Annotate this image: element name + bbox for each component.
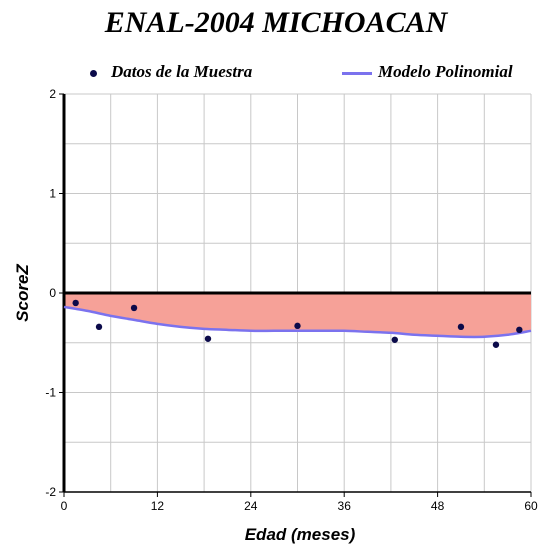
legend: Datos de la Muestra Modelo Polinomial bbox=[0, 62, 552, 86]
x-tick-label: 48 bbox=[431, 499, 445, 513]
y-tick-label: 1 bbox=[49, 187, 56, 201]
x-tick-label: 0 bbox=[61, 499, 68, 513]
legend-item-sample: Datos de la Muestra bbox=[90, 62, 252, 82]
data-point bbox=[457, 323, 465, 331]
y-axis-title: ScoreZ bbox=[13, 264, 32, 322]
tick-layer: 0 12 24 36 48 60 2 1 0 -1 -2 bbox=[45, 87, 538, 513]
series-layer bbox=[63, 299, 532, 348]
data-point bbox=[492, 341, 500, 348]
legend-marker-dot bbox=[90, 69, 97, 77]
legend-label-sample: Datos de la Muestra bbox=[111, 62, 253, 81]
x-tick-label: 60 bbox=[524, 499, 538, 513]
x-tick-label: 12 bbox=[151, 499, 165, 513]
y-tick-label: -2 bbox=[45, 485, 56, 499]
x-tick-label: 24 bbox=[244, 499, 258, 513]
data-point bbox=[516, 326, 523, 334]
x-axis-title: Edad (meses) bbox=[245, 525, 356, 544]
legend-marker-line bbox=[342, 71, 372, 75]
data-point bbox=[72, 299, 79, 307]
data-point bbox=[130, 304, 138, 312]
data-point bbox=[95, 323, 103, 331]
data-point bbox=[204, 335, 212, 342]
data-point bbox=[391, 336, 398, 343]
series-line-modelo-polinomial bbox=[63, 305, 532, 339]
x-tick-label: 36 bbox=[338, 499, 352, 513]
chart-title: ENAL-2004 MICHOACAN bbox=[104, 6, 448, 39]
legend-label-model: Modelo Polinomial bbox=[378, 62, 513, 81]
y-tick-label: 2 bbox=[49, 87, 56, 101]
y-tick-label: -1 bbox=[45, 386, 56, 400]
legend-item-model: Modelo Polinomial bbox=[342, 62, 513, 82]
y-tick-label: 0 bbox=[49, 286, 56, 300]
data-point bbox=[294, 322, 301, 330]
